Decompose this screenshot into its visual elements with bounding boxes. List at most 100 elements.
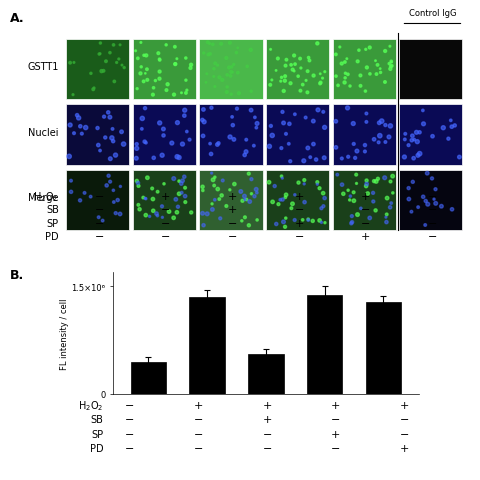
Text: −: − <box>125 414 134 424</box>
Point <box>219 177 227 185</box>
Point <box>283 57 290 64</box>
Point <box>228 64 236 72</box>
Point <box>297 65 305 72</box>
Point <box>363 181 371 189</box>
Point <box>383 219 390 227</box>
Text: −: − <box>428 232 437 242</box>
Point <box>347 193 354 201</box>
Point <box>133 145 141 153</box>
Point <box>109 138 117 146</box>
Point <box>364 190 372 198</box>
Point <box>241 214 249 222</box>
Point <box>120 65 128 72</box>
Point <box>344 105 351 112</box>
Point <box>67 189 75 196</box>
Point <box>383 195 391 203</box>
Point <box>108 135 116 143</box>
Point <box>96 51 103 59</box>
Point <box>187 65 194 72</box>
Point <box>438 203 445 211</box>
Point <box>377 70 384 77</box>
Point <box>313 40 321 48</box>
Point <box>238 217 246 225</box>
Point <box>355 47 363 55</box>
Point <box>228 69 236 77</box>
Point <box>318 219 325 227</box>
Point <box>137 71 144 78</box>
Point <box>386 66 394 73</box>
Point <box>339 191 347 198</box>
Point <box>230 136 238 144</box>
Point <box>282 63 289 71</box>
Point <box>300 180 308 188</box>
Point <box>154 189 161 196</box>
FancyBboxPatch shape <box>199 39 263 100</box>
Point <box>267 123 275 131</box>
Point <box>181 184 189 192</box>
Point <box>208 105 216 112</box>
Point <box>408 208 415 216</box>
Point <box>281 224 289 231</box>
Point <box>223 55 230 63</box>
Point <box>181 193 189 201</box>
Point <box>134 55 142 63</box>
Point <box>268 132 276 140</box>
Point <box>342 70 349 78</box>
Point <box>274 56 282 63</box>
Point <box>291 111 299 119</box>
Text: H$_2$O$_2$: H$_2$O$_2$ <box>34 190 59 203</box>
Point <box>112 210 120 217</box>
Point <box>370 178 378 186</box>
Point <box>320 155 328 162</box>
Point <box>206 141 214 148</box>
Point <box>414 204 422 212</box>
Point <box>320 203 327 211</box>
Point <box>103 182 110 190</box>
Point <box>96 40 104 48</box>
Point <box>357 205 365 213</box>
Text: +: + <box>193 400 203 410</box>
Text: +: + <box>228 191 237 201</box>
Point <box>152 78 159 85</box>
Point <box>275 201 282 209</box>
Point <box>363 64 371 72</box>
Point <box>419 108 427 115</box>
Point <box>282 192 290 199</box>
Point <box>165 208 173 216</box>
Point <box>295 180 302 187</box>
Point <box>210 182 218 190</box>
Point <box>447 117 455 125</box>
Point <box>382 122 389 130</box>
Point <box>420 193 427 201</box>
Point <box>304 216 312 224</box>
Text: −: − <box>125 429 134 439</box>
Point <box>140 78 147 86</box>
Point <box>94 125 101 132</box>
Point <box>233 49 240 57</box>
Text: Merge: Merge <box>28 193 59 203</box>
Point <box>230 61 238 69</box>
Point <box>408 137 416 145</box>
Point <box>149 92 157 99</box>
Point <box>410 155 418 163</box>
Point <box>106 114 114 122</box>
Point <box>385 60 393 68</box>
Point <box>448 206 456 214</box>
Point <box>210 66 218 73</box>
Point <box>279 196 287 204</box>
Point <box>160 132 168 140</box>
Point <box>209 177 217 184</box>
Point <box>106 50 114 58</box>
Point <box>158 203 166 211</box>
Point <box>372 71 380 79</box>
Point <box>338 60 346 68</box>
Point <box>294 73 302 81</box>
Point <box>353 148 361 156</box>
Point <box>200 50 207 58</box>
Point <box>269 199 276 206</box>
Point <box>140 52 148 60</box>
Point <box>90 85 98 93</box>
Point <box>186 136 193 144</box>
Point <box>451 122 458 130</box>
Point <box>69 92 77 99</box>
